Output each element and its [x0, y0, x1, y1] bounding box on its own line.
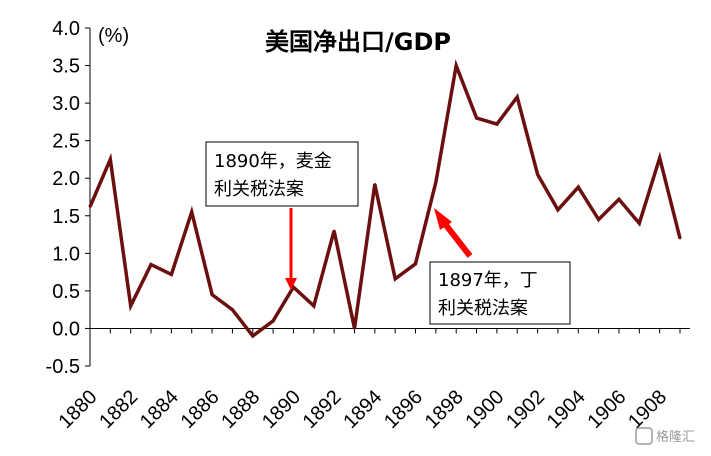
data-point: [678, 237, 682, 240]
data-point: [332, 229, 336, 232]
x-tick-label: 1894: [339, 386, 386, 433]
annotation-line: 1897年，丁: [438, 270, 538, 291]
x-tick-label: 1896: [380, 386, 427, 433]
annotation-dingley: 1897年，丁 利关税法案: [429, 208, 571, 325]
y-tick-label: 1.5: [52, 206, 80, 228]
data-point: [210, 293, 214, 296]
data-point: [170, 273, 173, 276]
x-tick-label: 1904: [543, 386, 590, 433]
x-tick-label: 1890: [258, 386, 305, 433]
annotation-line: 利关税法案: [214, 179, 304, 200]
data-point: [190, 210, 193, 214]
data-point: [617, 198, 621, 201]
data-point: [638, 222, 641, 225]
data-point: [434, 180, 438, 184]
watermark: 格隆汇: [635, 427, 695, 445]
y-tick-label: 3.5: [52, 56, 80, 78]
annotation-box: [429, 261, 571, 325]
data-point: [577, 186, 580, 189]
watermark-logo-icon: [635, 427, 653, 445]
y-axis: 4.0 3.5 3.0 2.5 2.0 1.5 1.0 0.5 0.0 -0.5: [46, 18, 91, 378]
data-point: [556, 208, 560, 211]
y-tick-label: 1.0: [52, 243, 80, 265]
x-tick-label: 1900: [461, 386, 508, 433]
data-point: [658, 156, 661, 160]
x-tick-label: 1908: [624, 386, 671, 433]
x-tick-label: 1880: [55, 386, 102, 433]
data-point: [597, 218, 600, 221]
series-line: [88, 59, 682, 339]
series-group: [88, 59, 682, 339]
y-tick-label: 2.5: [52, 131, 80, 153]
data-point: [414, 262, 417, 266]
data-point: [292, 285, 295, 289]
data-point: [475, 116, 478, 120]
x-tick-label: 1902: [502, 386, 549, 433]
x-tick-label: 1898: [421, 386, 468, 433]
data-point: [149, 263, 153, 266]
arrow-head: [434, 208, 452, 230]
arrow-head: [285, 278, 297, 290]
chart-title: 美国净出口/GDP: [265, 28, 451, 56]
data-point: [536, 173, 539, 176]
watermark-text: 格隆汇: [656, 429, 695, 445]
y-tick-label: 0.0: [52, 318, 80, 340]
data-point: [312, 304, 315, 308]
data-point: [251, 334, 254, 338]
data-point: [373, 183, 377, 186]
data-point: [271, 319, 275, 323]
data-point: [393, 277, 397, 281]
y-tick-label: -0.5: [46, 356, 80, 378]
data-point: [495, 122, 499, 126]
y-tick-label: 2.0: [52, 168, 80, 190]
annotation-line: 1890年，麦金: [214, 151, 332, 172]
data-point: [88, 205, 92, 208]
x-axis: 1880188218841886188818901892189418961898…: [55, 327, 690, 433]
y-tick-label: 4.0: [52, 18, 80, 40]
data-point: [353, 327, 356, 330]
annotation-box: [205, 141, 359, 207]
annotation-line: 利关税法案: [438, 298, 528, 319]
annotation-mckinley: 1890年，麦金 利关税法案: [205, 141, 359, 290]
data-point: [129, 304, 132, 308]
x-tick-label: 1892: [299, 386, 346, 433]
x-tick-label: 1888: [217, 386, 264, 433]
data-point: [455, 64, 458, 67]
data-point: [109, 158, 112, 161]
unit-label: (%): [98, 25, 129, 47]
x-tick-label: 1886: [177, 386, 224, 433]
x-tick-label: 1884: [136, 386, 183, 433]
annotation-arrow: [439, 218, 473, 258]
data-point: [231, 308, 234, 311]
y-tick-label: 3.0: [52, 93, 80, 115]
x-tick-label: 1906: [583, 386, 630, 433]
x-tick-label: 1882: [95, 386, 142, 433]
data-point: [516, 95, 519, 99]
y-tick-label: 0.5: [52, 281, 80, 303]
